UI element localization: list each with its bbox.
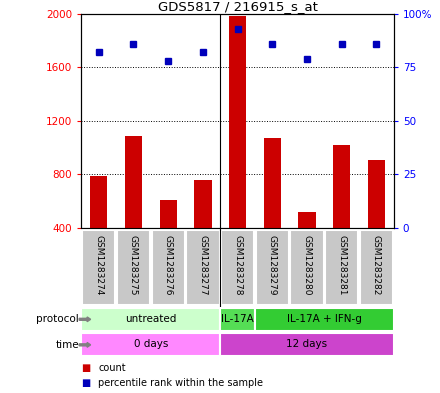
- Bar: [256, 230, 289, 305]
- Text: GSM1283281: GSM1283281: [337, 235, 346, 296]
- Bar: [333, 145, 350, 228]
- Bar: [298, 212, 316, 228]
- Text: GSM1283276: GSM1283276: [164, 235, 172, 296]
- Title: GDS5817 / 216915_s_at: GDS5817 / 216915_s_at: [158, 0, 318, 13]
- Bar: [360, 230, 393, 305]
- Bar: [220, 308, 255, 331]
- Bar: [325, 230, 359, 305]
- Bar: [229, 17, 246, 228]
- Bar: [194, 180, 212, 228]
- Text: ■: ■: [81, 378, 91, 388]
- Bar: [221, 230, 254, 305]
- Text: count: count: [98, 363, 126, 373]
- Bar: [90, 176, 107, 228]
- Bar: [81, 333, 220, 356]
- Bar: [255, 308, 394, 331]
- Bar: [220, 333, 394, 356]
- Text: 12 days: 12 days: [286, 339, 328, 349]
- Text: protocol: protocol: [37, 314, 79, 324]
- Text: untreated: untreated: [125, 314, 176, 324]
- Bar: [151, 230, 185, 305]
- Bar: [117, 230, 150, 305]
- Text: GSM1283277: GSM1283277: [198, 235, 207, 296]
- Text: time: time: [55, 340, 79, 350]
- Bar: [125, 136, 142, 228]
- Bar: [81, 308, 220, 331]
- Text: GSM1283275: GSM1283275: [129, 235, 138, 296]
- Bar: [290, 230, 324, 305]
- Text: percentile rank within the sample: percentile rank within the sample: [98, 378, 263, 388]
- Text: 0 days: 0 days: [134, 339, 168, 349]
- Text: GSM1283278: GSM1283278: [233, 235, 242, 296]
- Text: IL-17A + IFN-g: IL-17A + IFN-g: [287, 314, 362, 324]
- Bar: [368, 160, 385, 228]
- Bar: [82, 230, 115, 305]
- Bar: [186, 230, 220, 305]
- Text: ■: ■: [81, 363, 91, 373]
- Text: GSM1283279: GSM1283279: [268, 235, 277, 296]
- Text: GSM1283282: GSM1283282: [372, 235, 381, 296]
- Text: GSM1283280: GSM1283280: [303, 235, 312, 296]
- Text: GSM1283274: GSM1283274: [94, 235, 103, 296]
- Bar: [264, 138, 281, 228]
- Bar: [160, 200, 177, 228]
- Text: IL-17A: IL-17A: [221, 314, 254, 324]
